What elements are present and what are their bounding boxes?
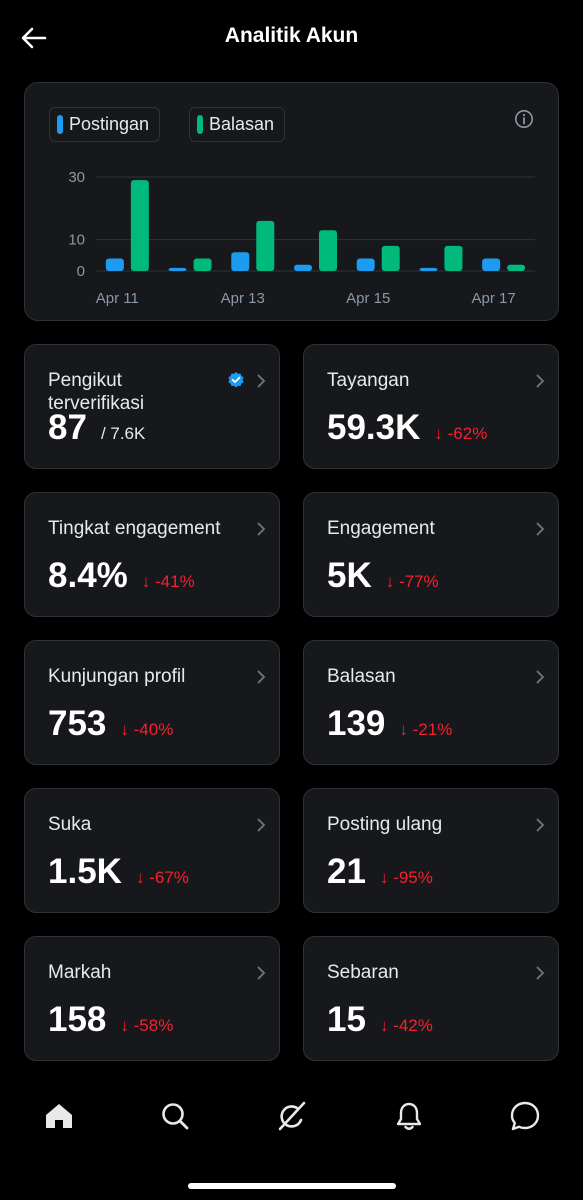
stat-change: ↓ -40% xyxy=(120,720,174,739)
home-indicator xyxy=(188,1183,396,1189)
tab-messages[interactable] xyxy=(507,1098,543,1134)
bar-postingan xyxy=(294,264,312,271)
bar-balasan xyxy=(130,180,149,271)
y-tick-label: 30 xyxy=(68,169,85,186)
search-icon xyxy=(162,1103,189,1130)
stat-label: Markah xyxy=(48,962,112,983)
stat-change: ↓ -58% xyxy=(120,1016,174,1035)
stat-card-shares[interactable]: Sebaran 15 ↓ -42% xyxy=(303,936,559,1061)
stat-change: ↓ -42% xyxy=(379,1016,433,1035)
chevron-right-icon xyxy=(536,670,545,684)
stat-card-engagement-rate[interactable]: Tingkat engagement 8.4% ↓ -41% xyxy=(24,492,280,617)
stat-change: ↓ -77% xyxy=(385,572,439,591)
stat-change: ↓ -41% xyxy=(141,572,195,591)
bar-balasan xyxy=(381,245,400,271)
chevron-right-icon xyxy=(257,522,266,536)
top-bar: Analitik Akun xyxy=(0,0,583,74)
stat-change: ↓ -21% xyxy=(399,720,453,739)
home-icon xyxy=(46,1104,72,1128)
stat-label: Balasan xyxy=(327,666,396,687)
grok-icon xyxy=(278,1101,306,1131)
bottom-tab-bar xyxy=(0,1080,583,1160)
bar-postingan xyxy=(105,258,124,271)
chevron-right-icon xyxy=(536,818,545,832)
y-tick-label: 10 xyxy=(68,232,85,249)
x-tick-label: Apr 13 xyxy=(221,290,265,307)
bar-postingan xyxy=(419,267,438,271)
chevron-right-icon xyxy=(257,374,266,388)
stat-value: 59.3K xyxy=(327,408,421,447)
stat-card-engagement[interactable]: Engagement 5K ↓ -77% xyxy=(303,492,559,617)
bar-postingan xyxy=(356,258,375,271)
chevron-right-icon xyxy=(257,966,266,980)
y-tick-label: 0 xyxy=(77,263,85,280)
legend-swatch-balasan xyxy=(197,115,203,134)
stat-total: / 7.6K xyxy=(100,424,146,443)
stat-label: Posting ulang xyxy=(327,814,443,835)
arrow-left-icon xyxy=(21,27,47,49)
messages-icon xyxy=(510,1101,540,1131)
bar-postingan xyxy=(168,267,187,271)
stat-card-impressions[interactable]: Tayangan 59.3K ↓ -62% xyxy=(303,344,559,469)
x-tick-label: Apr 17 xyxy=(472,290,516,307)
stat-value: 8.4% xyxy=(48,556,128,595)
legend-item-postingan[interactable]: Postingan xyxy=(49,107,161,142)
page-title: Analitik Akun xyxy=(224,24,359,47)
bar-postingan xyxy=(482,258,501,271)
bar-balasan xyxy=(256,220,275,271)
stat-value: 21 xyxy=(327,852,366,891)
chevron-right-icon xyxy=(536,966,545,980)
back-button[interactable] xyxy=(18,22,50,54)
bar-chart: 0 10 30 Apr 11 Apr 13 Apr 15 Apr 17 xyxy=(68,169,535,307)
tab-notifications[interactable] xyxy=(391,1098,427,1134)
tab-grok[interactable] xyxy=(274,1098,310,1134)
stat-label: Kunjungan profil xyxy=(48,666,186,687)
chevron-right-icon xyxy=(257,818,266,832)
legend-swatch-postingan xyxy=(57,115,63,134)
stat-card-likes[interactable]: Suka 1.5K ↓ -67% xyxy=(24,788,280,913)
bar-balasan xyxy=(444,245,463,271)
stat-value: 1.5K xyxy=(48,852,122,891)
notifications-bell-icon xyxy=(396,1102,422,1130)
x-tick-label: Apr 15 xyxy=(346,290,390,307)
stat-value: 139 xyxy=(327,704,386,743)
stat-value: 15 xyxy=(327,1000,366,1039)
stat-label: Sebaran xyxy=(327,962,399,983)
stat-value: 158 xyxy=(48,1000,107,1039)
legend-label-balasan: Balasan xyxy=(209,114,275,134)
bar-balasan xyxy=(319,230,337,271)
stat-change: ↓ -67% xyxy=(135,868,189,887)
activity-chart-card: Postingan Balasan 0 10 30 Apr 11 Apr 13 Apr 1… xyxy=(24,82,559,321)
stat-change: ↓ -62% xyxy=(434,424,488,443)
chevron-right-icon xyxy=(536,374,545,388)
bar-balasan xyxy=(507,264,526,271)
stat-label: Tingkat engagement xyxy=(48,518,221,539)
stat-label: Pengikut terverifikasi xyxy=(48,370,145,414)
stat-label: Engagement xyxy=(327,518,435,539)
info-icon[interactable] xyxy=(514,109,534,129)
stat-change: ↓ -95% xyxy=(379,868,433,887)
bar-postingan xyxy=(231,252,250,271)
chevron-right-icon xyxy=(536,522,545,536)
stat-label: Suka xyxy=(48,814,92,835)
stat-value: 5K xyxy=(327,556,372,595)
stat-card-profile-visits[interactable]: Kunjungan profil 753 ↓ -40% xyxy=(24,640,280,765)
stat-value: 87 xyxy=(48,408,87,447)
verified-badge-icon xyxy=(228,372,244,388)
chevron-right-icon xyxy=(257,670,266,684)
x-tick-label: Apr 11 xyxy=(96,290,139,307)
stat-card-replies[interactable]: Balasan 139 ↓ -21% xyxy=(303,640,559,765)
legend-item-balasan[interactable]: Balasan xyxy=(189,107,286,142)
stat-card-verified-followers[interactable]: Pengikut terverifikasi 87 / 7.6K xyxy=(24,344,280,469)
bar-balasan xyxy=(193,258,212,271)
stat-value: 753 xyxy=(48,704,107,743)
stat-label: Tayangan xyxy=(327,370,410,391)
tab-search[interactable] xyxy=(157,1098,193,1134)
tab-home[interactable] xyxy=(41,1098,77,1134)
stat-card-bookmarks[interactable]: Markah 158 ↓ -58% xyxy=(24,936,280,1061)
legend-label-postingan: Postingan xyxy=(69,114,150,134)
stat-card-reposts[interactable]: Posting ulang 21 ↓ -95% xyxy=(303,788,559,913)
